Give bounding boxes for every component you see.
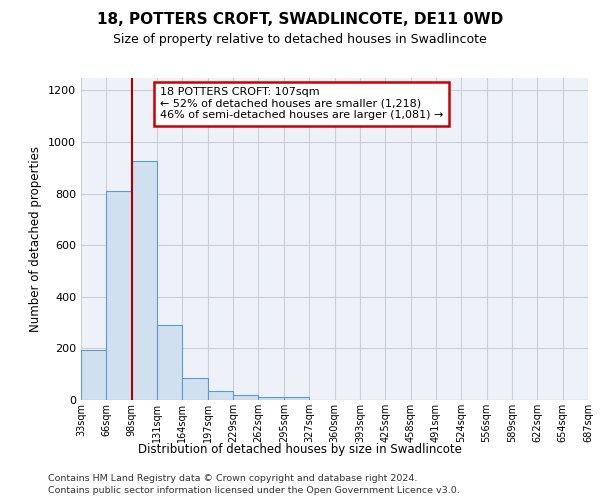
Text: Size of property relative to detached houses in Swadlincote: Size of property relative to detached ho… xyxy=(113,32,487,46)
Text: 18, POTTERS CROFT, SWADLINCOTE, DE11 0WD: 18, POTTERS CROFT, SWADLINCOTE, DE11 0WD xyxy=(97,12,503,28)
Text: Distribution of detached houses by size in Swadlincote: Distribution of detached houses by size … xyxy=(138,442,462,456)
Bar xyxy=(208,391,233,400)
Y-axis label: Number of detached properties: Number of detached properties xyxy=(29,146,43,332)
Text: Contains HM Land Registry data © Crown copyright and database right 2024.: Contains HM Land Registry data © Crown c… xyxy=(48,474,418,483)
Bar xyxy=(132,162,157,400)
Bar xyxy=(157,325,182,400)
Text: 18 POTTERS CROFT: 107sqm
← 52% of detached houses are smaller (1,218)
46% of sem: 18 POTTERS CROFT: 107sqm ← 52% of detach… xyxy=(160,87,443,120)
Bar xyxy=(81,350,106,400)
Bar xyxy=(106,191,132,400)
Bar xyxy=(284,398,309,400)
Text: Contains public sector information licensed under the Open Government Licence v3: Contains public sector information licen… xyxy=(48,486,460,495)
Bar xyxy=(259,396,284,400)
Bar xyxy=(182,378,208,400)
Bar xyxy=(233,396,259,400)
